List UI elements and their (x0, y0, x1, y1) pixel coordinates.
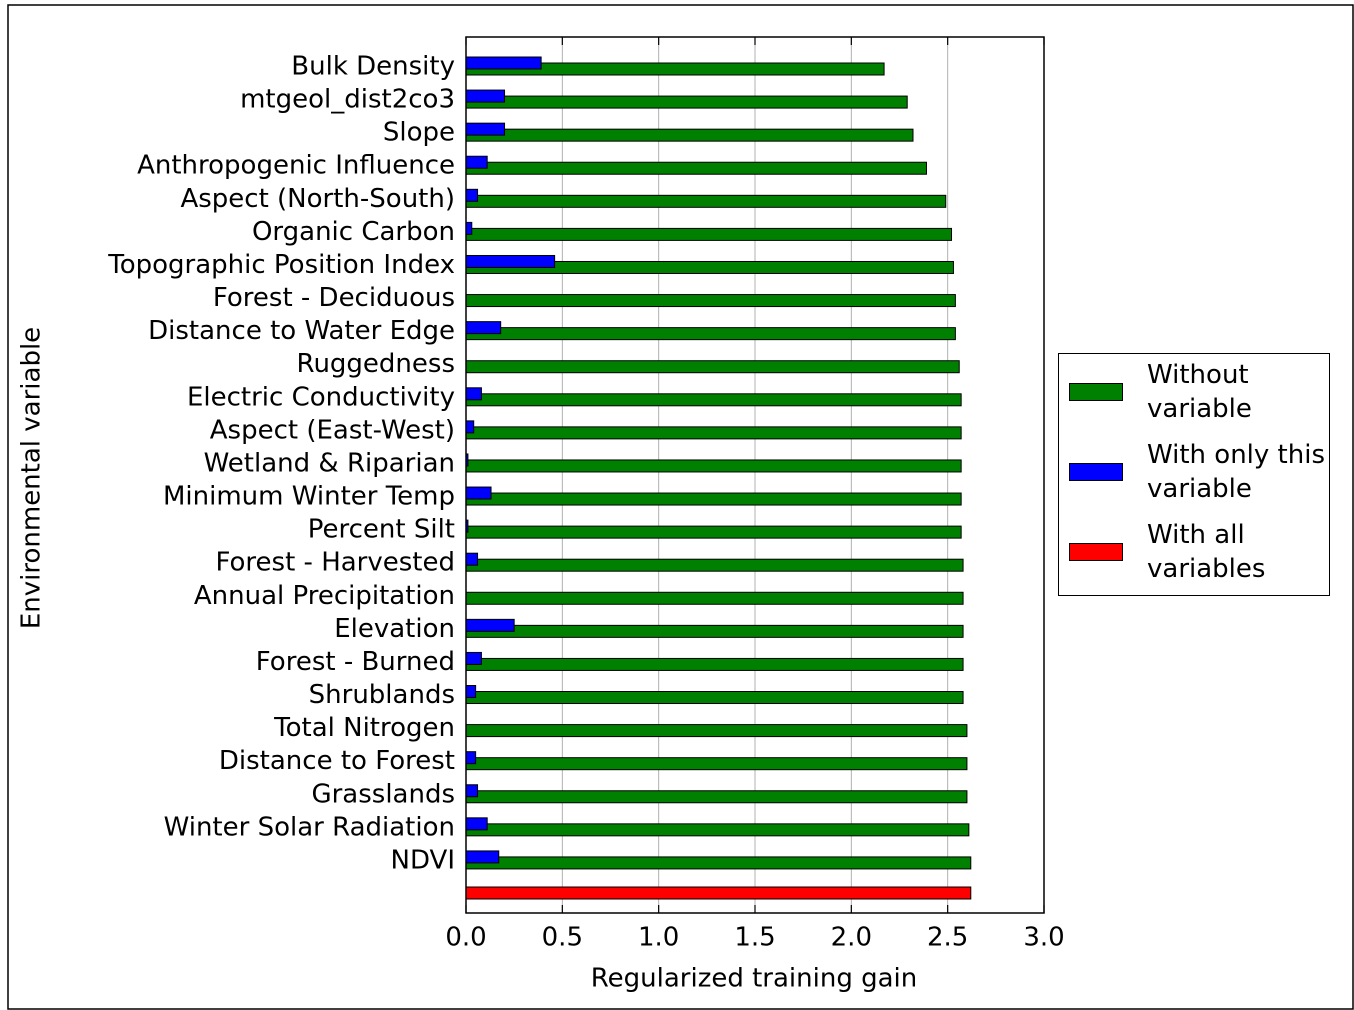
y-tick-label: Total Nitrogen (273, 713, 455, 743)
bar (465, 751, 477, 765)
bar (465, 393, 962, 407)
bar (465, 784, 479, 798)
bar (465, 227, 953, 241)
y-tick-label: mtgeol_dist2co3 (240, 85, 455, 115)
legend-swatch (1069, 543, 1123, 561)
legend-swatch (1069, 463, 1123, 481)
y-tick-label: Organic Carbon (252, 217, 455, 247)
bar (465, 194, 947, 208)
y-tick-label: NDVI (391, 845, 455, 875)
frame (7, 4, 1354, 1010)
y-axis-label: Environmental variable (17, 327, 47, 629)
y-tick-label: Winter Solar Radiation (164, 812, 455, 842)
y-tick-label: Forest - Deciduous (213, 283, 455, 313)
y-tick-label: Minimum Winter Temp (163, 482, 455, 512)
bar (465, 459, 962, 473)
x-tick-label: 1.0 (638, 923, 679, 953)
bar (465, 856, 972, 870)
x-tick-label: 2.0 (831, 923, 872, 953)
bar (465, 95, 908, 109)
y-tick-label: Forest - Burned (256, 647, 455, 677)
bar (465, 525, 962, 539)
legend-entry: Without variable (1069, 358, 1329, 426)
bar (465, 155, 488, 169)
y-tick-label: Annual Precipitation (194, 581, 455, 611)
bar (465, 128, 914, 142)
x-axis-label: Regularized training gain (591, 964, 918, 994)
bar (465, 426, 962, 440)
bar (465, 254, 556, 268)
bar (465, 817, 488, 831)
legend-label: With all variables (1147, 520, 1266, 584)
x-tick-label: 1.5 (734, 923, 775, 953)
bar (465, 56, 542, 70)
y-tick-label: Electric Conductivity (187, 382, 455, 412)
legend-label: Without variable (1147, 360, 1252, 424)
y-tick-label: Wetland & Riparian (204, 448, 455, 478)
legend-entry: With all variables (1069, 518, 1329, 586)
x-tick-label: 0.5 (542, 923, 583, 953)
bar (465, 327, 956, 341)
bar (465, 790, 968, 804)
bar (465, 558, 964, 572)
y-tick-label: Aspect (East-West) (210, 415, 455, 445)
bar (465, 89, 506, 103)
legend-entry: With only this variable (1069, 438, 1329, 506)
bar (465, 691, 964, 705)
y-tick-label: Distance to Water Edge (148, 316, 455, 346)
y-tick-label: Ruggedness (297, 349, 455, 379)
y-tick-label: Distance to Forest (219, 746, 455, 776)
bar (465, 657, 964, 671)
y-tick-label: Topographic Position Index (107, 250, 455, 280)
bar (465, 685, 477, 699)
y-tick-label: Elevation (334, 614, 455, 644)
bar (465, 724, 968, 738)
plot-frame (465, 36, 1045, 914)
bar (465, 492, 962, 506)
bar (465, 161, 927, 175)
x-tick-label: 3.0 (1023, 923, 1064, 953)
legend-label: With only this variable (1147, 440, 1326, 504)
y-tick-label: Aspect (North-South) (180, 184, 455, 214)
x-tick-label: 0.0 (445, 923, 486, 953)
bar (465, 420, 475, 434)
bar (465, 886, 972, 900)
bar (465, 651, 482, 665)
bar (465, 486, 492, 500)
bar (465, 823, 970, 837)
y-tick-label: Percent Silt (308, 515, 455, 545)
bar (465, 552, 479, 566)
y-tick-label: Grasslands (311, 779, 455, 809)
bar (465, 757, 968, 771)
bar (465, 122, 506, 136)
bar (465, 850, 500, 864)
bar (465, 294, 956, 308)
y-tick-label: Shrublands (309, 680, 455, 710)
bar (465, 387, 482, 401)
legend: Without variable With only this variable W… (1058, 353, 1330, 596)
y-tick-label: Forest - Harvested (216, 548, 456, 578)
y-tick-label: Anthropogenic Influence (137, 151, 455, 181)
bar (465, 591, 964, 605)
bar (465, 624, 964, 638)
bar (465, 188, 479, 202)
legend-swatch (1069, 383, 1123, 401)
bar (465, 618, 515, 632)
y-tick-label: Bulk Density (291, 52, 455, 82)
bar (465, 321, 502, 335)
bar (465, 221, 473, 235)
bar (465, 360, 960, 374)
x-tick-label: 2.5 (927, 923, 968, 953)
y-tick-label: Slope (383, 118, 455, 148)
